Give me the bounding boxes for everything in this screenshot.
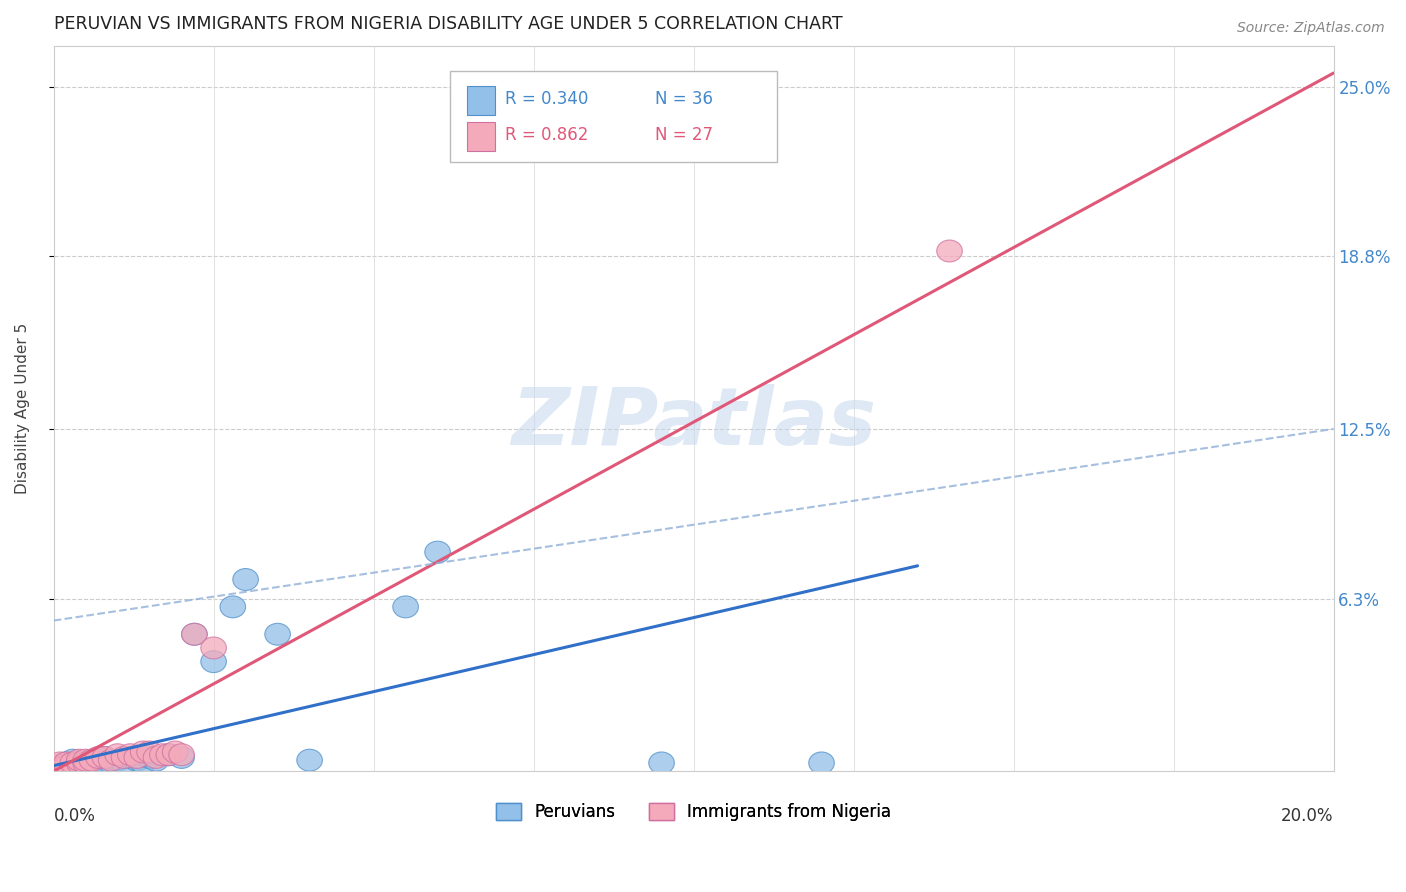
Text: N = 27: N = 27 bbox=[655, 126, 713, 144]
Ellipse shape bbox=[425, 541, 450, 563]
Ellipse shape bbox=[60, 752, 86, 774]
Ellipse shape bbox=[73, 752, 98, 774]
Ellipse shape bbox=[86, 752, 111, 774]
Ellipse shape bbox=[48, 752, 73, 774]
Ellipse shape bbox=[73, 757, 98, 780]
Ellipse shape bbox=[66, 749, 91, 772]
Ellipse shape bbox=[118, 747, 143, 768]
Ellipse shape bbox=[163, 741, 188, 763]
Text: 0.0%: 0.0% bbox=[53, 807, 96, 825]
Ellipse shape bbox=[143, 749, 169, 772]
Text: R = 0.340: R = 0.340 bbox=[505, 89, 589, 108]
Ellipse shape bbox=[73, 752, 98, 774]
Ellipse shape bbox=[201, 637, 226, 659]
Ellipse shape bbox=[98, 752, 124, 774]
Text: ZIPatlas: ZIPatlas bbox=[510, 384, 876, 462]
FancyBboxPatch shape bbox=[467, 86, 495, 114]
Text: 20.0%: 20.0% bbox=[1281, 807, 1333, 825]
Text: Source: ZipAtlas.com: Source: ZipAtlas.com bbox=[1237, 21, 1385, 35]
Legend: Peruvians, Immigrants from Nigeria: Peruvians, Immigrants from Nigeria bbox=[489, 797, 897, 828]
Ellipse shape bbox=[233, 568, 259, 591]
Ellipse shape bbox=[105, 744, 131, 765]
Ellipse shape bbox=[169, 747, 194, 768]
FancyBboxPatch shape bbox=[450, 71, 776, 161]
Ellipse shape bbox=[136, 747, 163, 768]
Ellipse shape bbox=[91, 752, 118, 774]
Ellipse shape bbox=[156, 744, 181, 765]
Ellipse shape bbox=[131, 741, 156, 763]
Ellipse shape bbox=[73, 749, 98, 772]
FancyBboxPatch shape bbox=[467, 122, 495, 151]
Ellipse shape bbox=[48, 757, 73, 780]
Y-axis label: Disability Age Under 5: Disability Age Under 5 bbox=[15, 323, 30, 494]
Ellipse shape bbox=[136, 741, 163, 763]
Ellipse shape bbox=[98, 749, 124, 772]
Ellipse shape bbox=[91, 747, 118, 768]
Ellipse shape bbox=[79, 755, 105, 777]
Ellipse shape bbox=[66, 755, 91, 777]
Ellipse shape bbox=[111, 752, 136, 774]
Ellipse shape bbox=[808, 752, 834, 774]
Ellipse shape bbox=[53, 755, 79, 777]
Text: N = 36: N = 36 bbox=[655, 89, 713, 108]
Ellipse shape bbox=[143, 747, 169, 768]
Ellipse shape bbox=[53, 757, 79, 780]
Ellipse shape bbox=[53, 752, 79, 774]
Ellipse shape bbox=[60, 755, 86, 777]
Ellipse shape bbox=[936, 240, 962, 262]
Ellipse shape bbox=[181, 624, 207, 645]
Ellipse shape bbox=[60, 749, 86, 772]
Ellipse shape bbox=[79, 749, 105, 772]
Ellipse shape bbox=[105, 749, 131, 772]
Ellipse shape bbox=[66, 752, 91, 774]
Ellipse shape bbox=[169, 744, 194, 765]
Ellipse shape bbox=[66, 752, 91, 774]
Ellipse shape bbox=[79, 749, 105, 772]
Ellipse shape bbox=[149, 744, 176, 765]
Ellipse shape bbox=[48, 755, 73, 777]
Ellipse shape bbox=[297, 749, 322, 772]
Ellipse shape bbox=[60, 757, 86, 780]
Ellipse shape bbox=[392, 596, 419, 618]
Ellipse shape bbox=[86, 747, 111, 768]
Ellipse shape bbox=[648, 752, 675, 774]
Ellipse shape bbox=[131, 752, 156, 774]
Ellipse shape bbox=[201, 650, 226, 673]
Ellipse shape bbox=[48, 755, 73, 777]
Ellipse shape bbox=[53, 752, 79, 774]
Ellipse shape bbox=[156, 744, 181, 765]
Ellipse shape bbox=[181, 624, 207, 645]
Ellipse shape bbox=[124, 747, 149, 768]
Ellipse shape bbox=[124, 749, 149, 772]
Ellipse shape bbox=[111, 747, 136, 768]
Ellipse shape bbox=[118, 744, 143, 765]
Ellipse shape bbox=[91, 747, 118, 768]
Ellipse shape bbox=[219, 596, 246, 618]
Ellipse shape bbox=[264, 624, 291, 645]
Text: R = 0.862: R = 0.862 bbox=[505, 126, 589, 144]
Text: PERUVIAN VS IMMIGRANTS FROM NIGERIA DISABILITY AGE UNDER 5 CORRELATION CHART: PERUVIAN VS IMMIGRANTS FROM NIGERIA DISA… bbox=[53, 15, 842, 33]
